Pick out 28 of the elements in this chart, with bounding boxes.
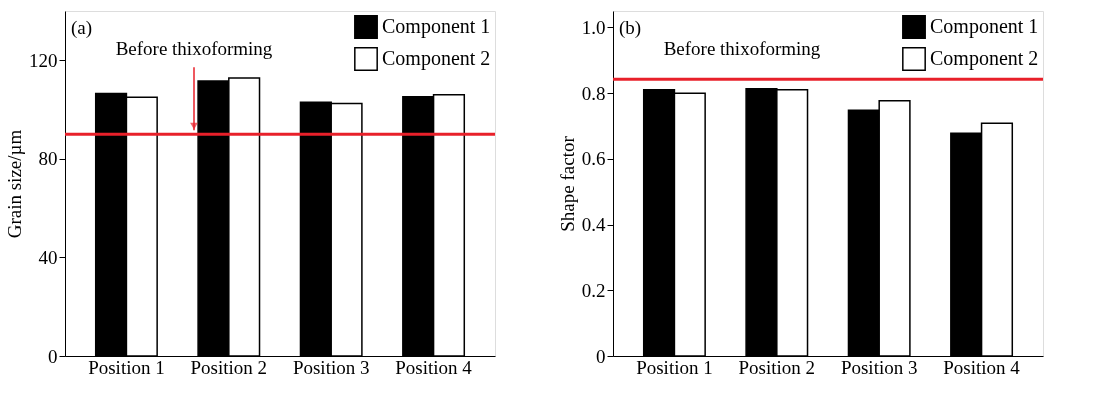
y-axis-title: Grain size/µm [4,129,25,239]
ref-line-label: Before thixoforming [663,38,821,60]
y-tick-label: 0.2 [581,279,606,301]
y-tick-label: 1.0 [581,16,606,38]
legend-label: Component 2 [382,47,491,70]
annotation: (a) [71,17,93,39]
x-tick-label: Position 2 [738,356,816,378]
x-tick-label: Position 4 [395,356,473,378]
y-tick-label: 0.8 [581,82,606,104]
x-tick-label: Position 4 [943,356,1021,378]
y-axis-title: Shape factor [556,135,578,232]
x-tick-label: Position 1 [636,356,713,378]
annotation: (b) [619,17,642,39]
x-tick-label: Position 1 [88,356,165,378]
x-tick-label: Position 2 [190,356,268,378]
y-tick-label: 40 [38,246,58,268]
x-tick-label: Position 3 [292,356,370,378]
legend-label: Component 2 [930,47,1039,70]
y-tick-label: 0.6 [581,148,606,170]
y-tick-label: 0.4 [581,214,606,236]
ref-line-label: Before thixoforming [115,38,273,60]
legend-label: Component 1 [382,15,491,38]
y-tick-label: 80 [38,148,58,170]
legend-label: Component 1 [930,15,1039,38]
y-tick-label: 0 [48,345,58,367]
y-tick-label: 120 [29,49,58,71]
y-tick-label: 0 [596,345,606,367]
x-tick-label: Position 3 [840,356,918,378]
